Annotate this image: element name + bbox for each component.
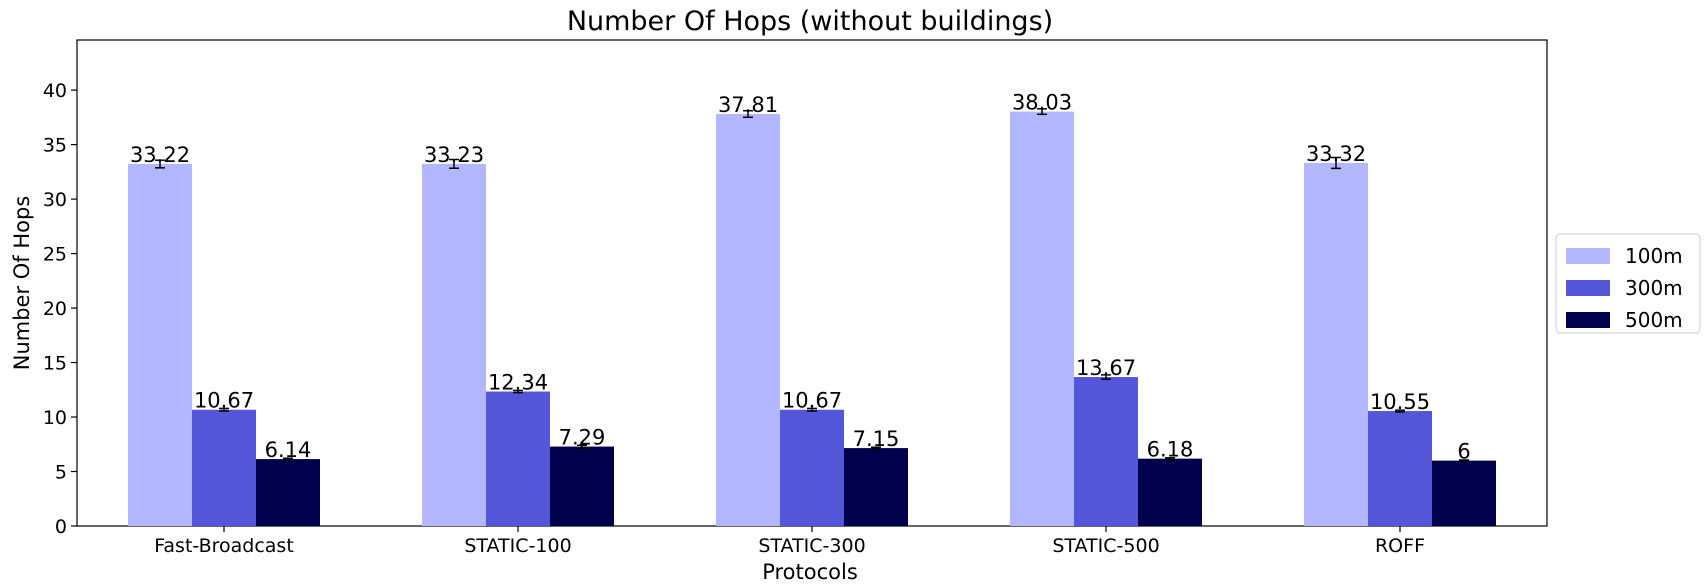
data-label: 33.23 (424, 143, 484, 167)
y-tick-label: 0 (55, 516, 67, 538)
bar (1432, 460, 1496, 526)
bar (1368, 411, 1432, 526)
y-tick-label: 10 (43, 407, 67, 429)
data-label: 7.15 (853, 427, 900, 451)
data-label: 6 (1457, 440, 1470, 464)
data-label: 10.67 (194, 389, 254, 413)
x-tick-label: STATIC-100 (464, 535, 571, 557)
legend-swatch (1566, 280, 1610, 296)
bar (716, 113, 780, 526)
data-label: 10.55 (1370, 390, 1430, 414)
bar (844, 448, 908, 526)
x-axis: Fast-Broadcast STATIC-100 STATIC-300 STATIC… (154, 526, 1425, 557)
x-tick-label: STATIC-500 (1052, 535, 1159, 557)
data-labels-group: 33.22 10.67 6.14 33.23 12.34 7.29 37.81 10.67 7.… (130, 91, 1471, 464)
data-label: 33.22 (130, 143, 190, 167)
data-label: 10.67 (782, 389, 842, 413)
bar (486, 391, 550, 526)
data-label: 6.18 (1147, 438, 1194, 462)
x-tick-label: Fast-Broadcast (154, 535, 294, 557)
data-label: 13.67 (1076, 356, 1136, 380)
legend-label: 500m (1625, 308, 1683, 332)
bar (128, 164, 192, 526)
y-axis: 0 5 10 15 20 25 30 35 40 (43, 80, 77, 538)
bar (1010, 111, 1074, 526)
bar (192, 409, 256, 526)
data-label: 38.03 (1012, 91, 1072, 115)
bar (550, 446, 614, 526)
y-tick-label: 5 (55, 462, 67, 484)
data-label: 33.32 (1306, 142, 1366, 166)
x-tick-label: STATIC-300 (758, 535, 865, 557)
bar (422, 163, 486, 526)
data-label: 6.14 (265, 438, 312, 462)
legend-swatch (1566, 312, 1610, 328)
legend-swatch (1566, 248, 1610, 264)
error-bars-group (155, 108, 1469, 463)
bar (780, 409, 844, 526)
legend: 100m 300m 500m (1555, 233, 1701, 334)
y-tick-label: 35 (43, 135, 67, 157)
bars-group (128, 111, 1496, 526)
bar (1138, 458, 1202, 526)
y-tick-label: 20 (43, 298, 67, 320)
y-tick-label: 15 (43, 353, 67, 375)
bar (256, 459, 320, 526)
legend-label: 300m (1625, 276, 1683, 300)
x-tick-label: ROFF (1375, 535, 1425, 557)
y-tick-label: 40 (43, 80, 67, 102)
y-tick-label: 25 (43, 244, 67, 266)
x-axis-label: Protocols (762, 560, 858, 584)
data-label: 7.29 (559, 426, 606, 450)
data-label: 12.34 (488, 371, 548, 395)
chart-title: Number Of Hops (without buildings) (567, 6, 1053, 37)
bar (1304, 162, 1368, 526)
bar (1074, 377, 1138, 526)
y-tick-label: 30 (43, 189, 67, 211)
y-axis-label: Number Of Hops (10, 196, 34, 371)
data-label: 37.81 (718, 93, 778, 117)
legend-label: 100m (1625, 244, 1683, 268)
